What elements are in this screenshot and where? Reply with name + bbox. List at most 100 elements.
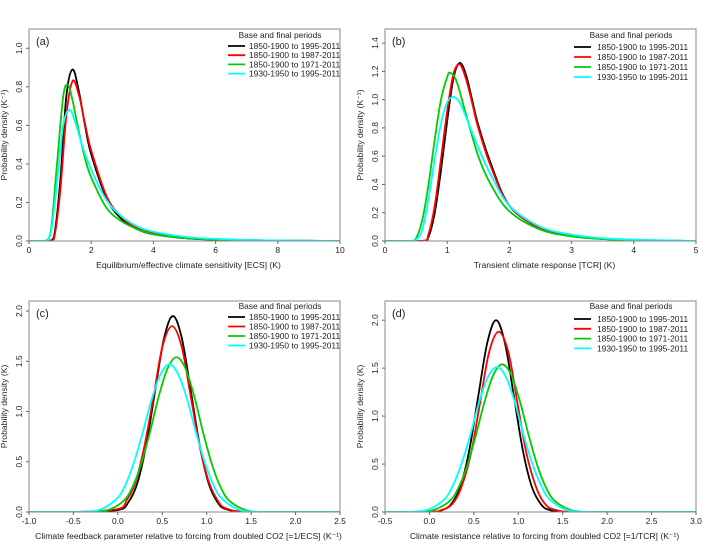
y-axis-label: Probability density (K⁻¹) xyxy=(355,89,365,180)
y-tick-label: 0.8 xyxy=(14,81,24,93)
y-axis-label: Probability density (K⁻¹) xyxy=(0,89,9,180)
x-tick-label: 1 xyxy=(445,245,450,255)
x-tick-label: 1.5 xyxy=(245,516,257,526)
x-tick-label: 0 xyxy=(27,245,32,255)
series-line-3 xyxy=(29,356,340,512)
panel-a: 0 2 4 6 8 10 0.0 0.2 0.4 0.6 0.8 1.0 Equilibrium/eff… xyxy=(0,28,345,270)
x-tick-label: 0.5 xyxy=(156,516,168,526)
x-tick-label: 2 xyxy=(89,245,94,255)
y-tick-label: 0.2 xyxy=(14,196,24,208)
y-tick-label: 1.2 xyxy=(370,65,380,77)
series-line-2 xyxy=(29,325,340,512)
series-line-2 xyxy=(385,63,696,241)
y-tick-label: 0.6 xyxy=(370,150,380,162)
x-tick-label: 1.0 xyxy=(512,516,524,526)
y-tick-label: 0.0 xyxy=(370,506,380,518)
series-line-1 xyxy=(29,68,340,241)
y-tick-label: 2.0 xyxy=(14,305,24,317)
x-tick-label: -1.0 xyxy=(22,516,37,526)
y-tick-label: 2.0 xyxy=(370,314,380,326)
x-tick-label: 4 xyxy=(631,245,636,255)
panel-b: 0 1 2 3 4 5 0.0 0.2 0.4 0.6 0.8 1.0 1.2 1.4 Transient … xyxy=(355,28,699,270)
series-line-1 xyxy=(29,315,340,512)
legend-title: Base and final periods xyxy=(239,30,322,40)
y-tick-label: 0.5 xyxy=(370,458,380,470)
legend: Base and final periods 1850-1900 to 1995-… xyxy=(574,30,688,82)
x-axis-label: Equilibrium/effective climate sensitivit… xyxy=(96,260,281,270)
x-tick-label: 1.0 xyxy=(201,516,213,526)
plot-frame xyxy=(384,300,697,513)
x-tick-label: 2.5 xyxy=(646,516,658,526)
y-tick-label: 0.2 xyxy=(370,207,380,219)
x-tick-label: 4 xyxy=(151,245,156,255)
series-line-3 xyxy=(385,71,696,241)
legend-entry: 1850-1900 to 1995-2011 xyxy=(597,42,688,52)
panel-c: -1.0 -0.5 0.0 0.5 1.0 1.5 2.0 2.5 0.0 0.5 1.0 1.5 2.… xyxy=(0,300,346,541)
x-tick-label: -0.5 xyxy=(378,516,393,526)
y-tick-label: 1.5 xyxy=(14,355,24,367)
legend-title: Base and final periods xyxy=(239,301,322,311)
series-line-4 xyxy=(385,95,696,241)
legend-entry: 1930-1950 to 1995-2011 xyxy=(597,343,688,353)
y-tick-label: 1.0 xyxy=(370,410,380,422)
x-tick-label: 0.0 xyxy=(424,516,436,526)
x-tick-label: 0 xyxy=(383,245,388,255)
x-tick-label: 2.0 xyxy=(290,516,302,526)
series-line-4 xyxy=(29,363,340,512)
series-line-3 xyxy=(29,83,340,241)
legend-entry: 1850-1900 to 1987-2011 xyxy=(249,50,340,60)
panel-d: -0.5 0.0 0.5 1.0 1.5 2.0 2.5 3.00.00.51.01.52.0… xyxy=(355,300,702,541)
y-tick-label: 0.8 xyxy=(370,122,380,134)
legend-entry: 1850-1900 to 1971-2011 xyxy=(597,334,688,344)
legend-title: Base and final periods xyxy=(590,30,673,40)
legend-entry: 1930-1950 to 1995-2011 xyxy=(597,72,688,82)
y-tick-label: 1.0 xyxy=(14,405,24,417)
x-axis-label: Transient climate response [TCR] (K) xyxy=(474,260,616,270)
series-line-1 xyxy=(385,62,696,241)
plot-frame xyxy=(28,300,341,513)
series-line-3 xyxy=(385,363,696,512)
series-group xyxy=(29,68,340,241)
x-axis-label: Climate feedback parameter relative to f… xyxy=(35,531,342,541)
panel-label: (a) xyxy=(36,36,49,48)
x-tick-label: 2.0 xyxy=(601,516,613,526)
x-tick-label: 8 xyxy=(275,245,280,255)
x-tick-label: 3.0 xyxy=(690,516,702,526)
legend-entry: 1930-1950 to 1995-2011 xyxy=(249,341,340,351)
x-tick-label: 3 xyxy=(569,245,574,255)
y-tick-label: 1.5 xyxy=(370,362,380,374)
x-tick-label: 2.5 xyxy=(334,516,346,526)
plot-frame xyxy=(384,28,697,242)
series-line-4 xyxy=(385,366,696,512)
series-line-2 xyxy=(29,79,340,241)
x-tick-label: -0.5 xyxy=(66,516,81,526)
x-axis-label: Climate resistance relative to forcing f… xyxy=(410,531,680,541)
y-tick-label: 0.4 xyxy=(370,178,380,190)
panel-label: (d) xyxy=(392,308,405,320)
x-tick-label: 0.0 xyxy=(112,516,124,526)
x-tick-label: 1.5 xyxy=(557,516,569,526)
x-tick-label: 6 xyxy=(213,245,218,255)
legend-title: Base and final periods xyxy=(590,301,673,311)
y-axis-label: Probability density (K) xyxy=(0,365,9,449)
y-tick-label: 1.0 xyxy=(14,42,24,54)
legend-entry: 1930-1950 to 1995-2011 xyxy=(249,69,340,79)
panel-label: (c) xyxy=(36,308,49,320)
y-tick-label: 0.5 xyxy=(14,456,24,468)
x-tick-label: 0.5 xyxy=(468,516,480,526)
y-tick-label: 0.6 xyxy=(14,119,24,131)
legend-entry: 1850-1900 to 1971-2011 xyxy=(597,62,688,72)
legend-entry: 1850-1900 to 1995-2011 xyxy=(249,312,340,322)
y-tick-label: 0.4 xyxy=(14,158,24,170)
panel-label: (b) xyxy=(392,36,405,48)
legend-entry: 1850-1900 to 1987-2011 xyxy=(249,322,340,332)
y-tick-label: 0.0 xyxy=(370,235,380,247)
legend-entry: 1850-1900 to 1995-2011 xyxy=(249,41,340,51)
legend-entry: 1850-1900 to 1971-2011 xyxy=(249,59,340,69)
series-group xyxy=(385,319,696,512)
y-tick-label: 0.0 xyxy=(14,506,24,518)
legend-entry: 1850-1900 to 1987-2011 xyxy=(597,52,688,62)
